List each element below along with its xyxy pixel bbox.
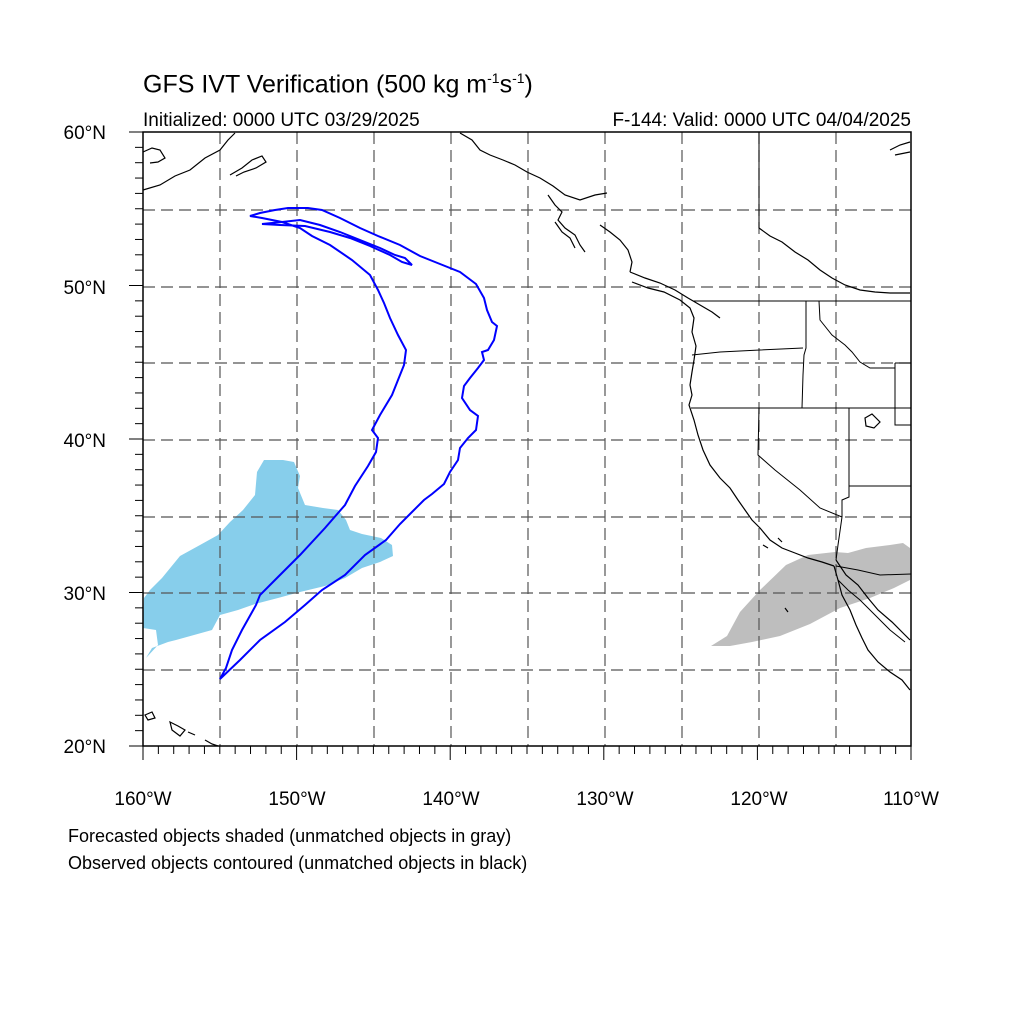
valid-time: F-144: Valid: 0000 UTC 04/04/2025 <box>612 110 911 131</box>
lat-label: 60°N <box>64 123 106 144</box>
initialized-time: Initialized: 0000 UTC 03/29/2025 <box>143 110 420 131</box>
forecast-object-matched <box>143 460 393 658</box>
lat-label: 20°N <box>64 737 106 758</box>
lon-label: 120°W <box>730 789 787 810</box>
forecast-object-unmatched <box>711 543 910 646</box>
lon-label: 140°W <box>422 789 479 810</box>
longitude-labels: 160°W 150°W 140°W 130°W 120°W 110°W <box>114 789 939 810</box>
observed-object-inner-contour <box>261 218 413 266</box>
latitude-labels: 60°N 50°N 40°N 30°N 20°N <box>64 123 106 758</box>
lat-label: 30°N <box>64 584 106 605</box>
coastlines <box>142 132 911 747</box>
lon-label: 160°W <box>114 789 171 810</box>
observed-object-contour <box>219 207 499 680</box>
state-borders <box>691 132 912 643</box>
lat-label: 40°N <box>64 431 106 452</box>
minor-ticks <box>129 131 912 760</box>
lat-label: 50°N <box>64 278 106 299</box>
lon-label: 130°W <box>576 789 633 810</box>
footnote-forecast: Forecasted objects shaded (unmatched obj… <box>68 826 512 846</box>
plot-title: GFS IVT Verification (500 kg m-1s-1) <box>143 70 533 99</box>
lon-label: 150°W <box>268 789 325 810</box>
map-frame <box>142 131 912 747</box>
footnote-observed: Observed objects contoured (unmatched ob… <box>68 853 528 873</box>
graticule <box>143 132 911 746</box>
lon-label: 110°W <box>883 789 939 810</box>
